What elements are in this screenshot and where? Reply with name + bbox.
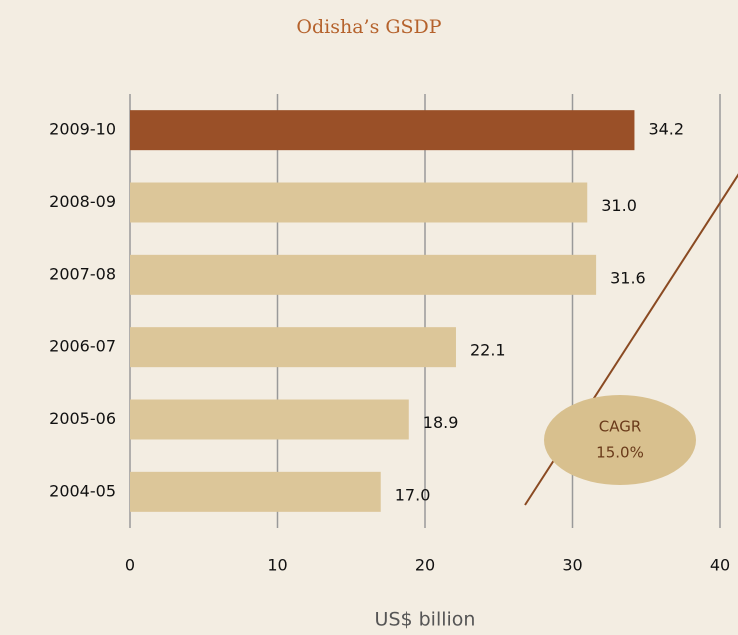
x-tick-label: 10 [267, 556, 287, 575]
annotation: CAGR [599, 418, 642, 436]
y-tick-label: 2006-07 [49, 337, 116, 356]
x-tick-label: 40 [710, 556, 730, 575]
data-label: 31.6 [610, 268, 646, 287]
data-label: 22.1 [470, 341, 506, 360]
cagr-bubble [544, 395, 696, 485]
data-label: 34.2 [648, 120, 684, 139]
bar [130, 254, 597, 295]
bar [130, 327, 456, 368]
bar [130, 182, 588, 223]
y-tick-label: 2009-10 [49, 120, 116, 139]
bar [130, 399, 409, 440]
x-tick-label: 0 [125, 556, 135, 575]
data-label: 18.9 [423, 413, 459, 432]
y-tick-label: 2008-09 [49, 192, 116, 211]
x-tick-label: 20 [415, 556, 435, 575]
bar [130, 110, 635, 151]
data-label: 17.0 [395, 485, 431, 504]
y-tick-label: 2005-06 [49, 409, 116, 428]
bar [130, 471, 381, 512]
annotation: 15.0% [596, 444, 644, 462]
chart-title: Odisha’s GSDP [296, 16, 441, 38]
x-tick-label: 30 [562, 556, 582, 575]
y-tick-label: 2004-05 [49, 481, 116, 500]
y-tick-label: 2007-08 [49, 264, 116, 283]
x-axis-label: US$ billion [375, 609, 476, 631]
data-label: 31.0 [601, 196, 637, 215]
